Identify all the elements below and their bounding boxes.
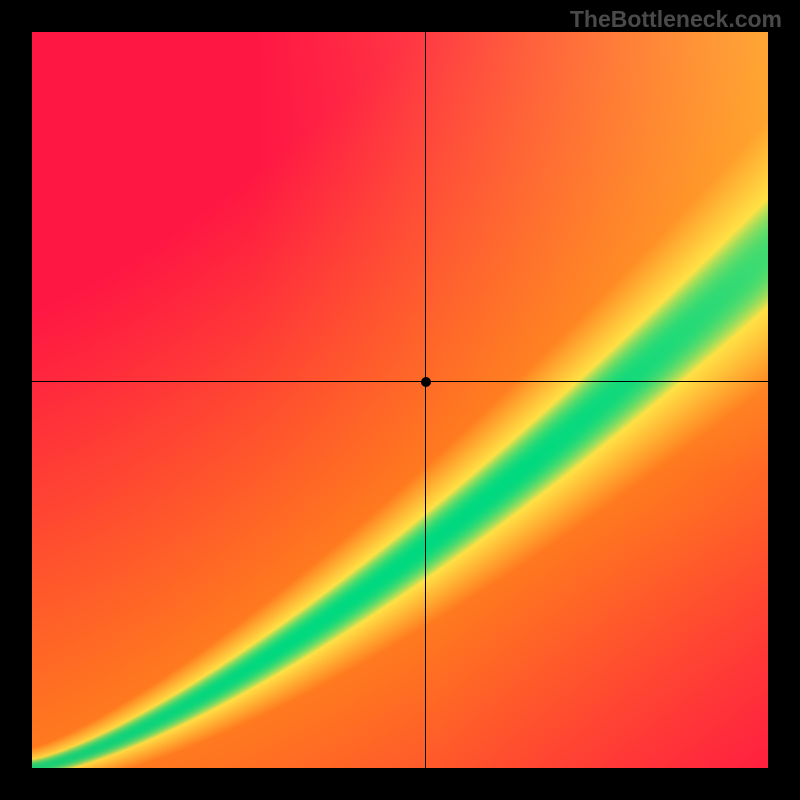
heatmap-canvas	[32, 32, 768, 768]
data-point-marker	[421, 377, 431, 387]
crosshair-horizontal	[32, 381, 768, 382]
watermark-text: TheBottleneck.com	[570, 6, 782, 33]
crosshair-vertical	[425, 32, 426, 768]
plot-area	[32, 32, 768, 768]
